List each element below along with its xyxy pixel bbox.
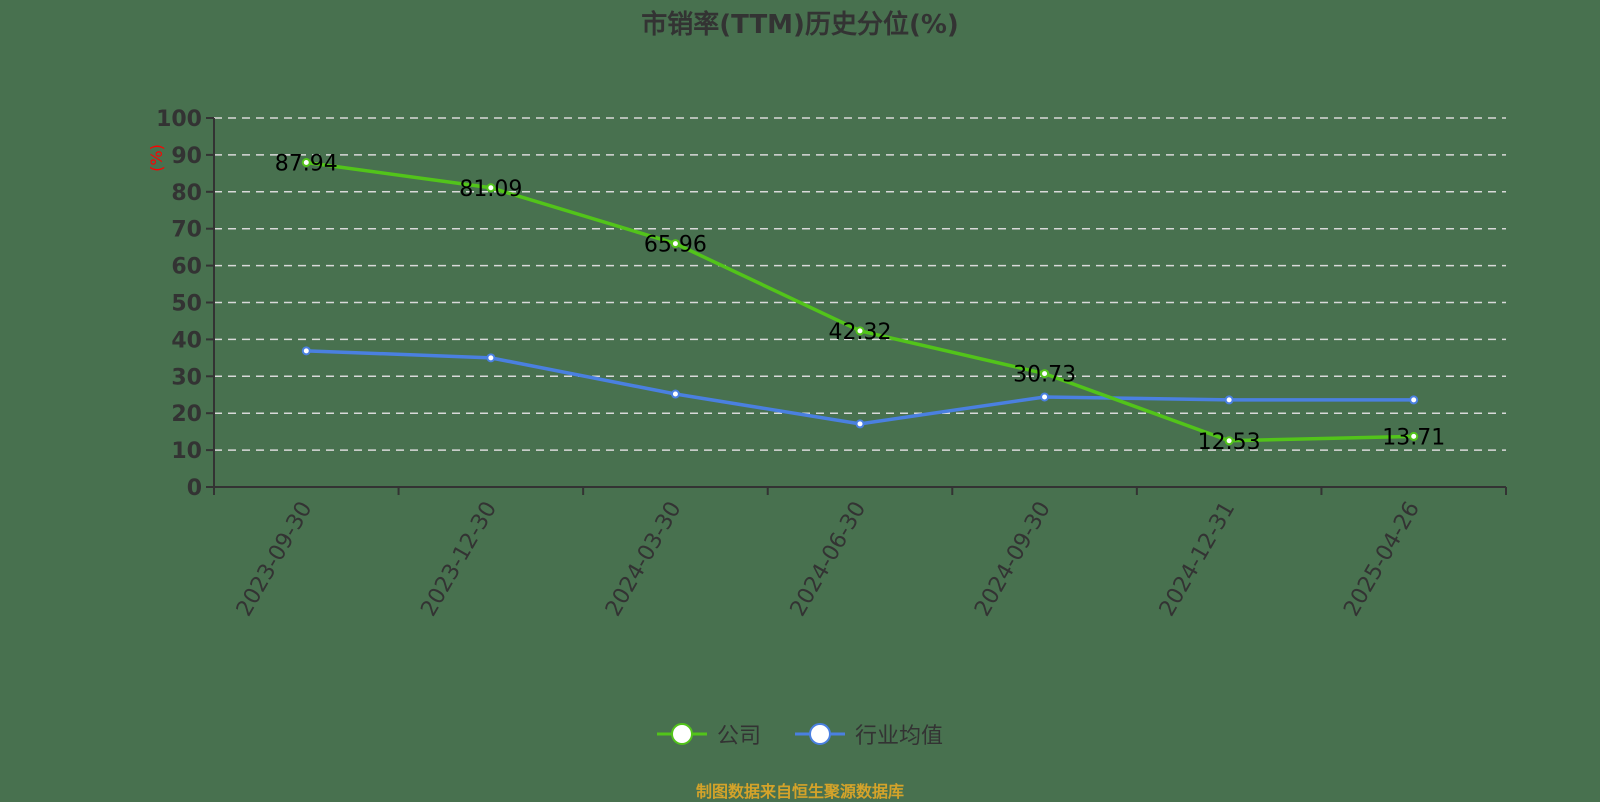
data-point [670,239,680,249]
legend: 公司 行业均值 [0,718,1600,750]
legend-label-company: 公司 [716,724,761,749]
data-point [855,419,865,429]
y-tick-label: 40 [171,328,202,353]
data-point [1409,395,1419,405]
chart-title: 市销率(TTM)历史分位(%) [641,10,959,40]
data-point [301,346,311,356]
y-tick-label: 10 [171,439,202,464]
x-tick-label: 2023-09-30 [232,498,318,621]
x-tick-label: 2025-04-26 [1339,498,1425,621]
data-point [486,183,496,193]
y-tick-label: 90 [171,144,202,169]
x-tick-label: 2024-03-30 [601,498,687,621]
data-point [855,326,865,336]
legend-item-industry[interactable]: 行业均值 [795,718,943,750]
legend-marker-industry-icon [795,723,845,745]
data-label: 42.32 [829,320,892,345]
data-label: 30.73 [1013,363,1076,388]
data-point [1224,436,1234,446]
data-point [1040,369,1050,379]
data-label: 12.53 [1198,430,1261,455]
y-tick-label: 80 [171,181,202,206]
data-label: 87.94 [275,152,338,177]
y-tick-label: 30 [171,365,202,390]
x-tick-label: 2024-12-31 [1155,498,1241,621]
y-tick-label: 0 [187,476,202,501]
legend-marker-company-icon [656,723,707,745]
data-point [670,389,680,399]
data-label: 81.09 [459,177,522,202]
y-tick-label: 20 [171,402,202,427]
x-tick-label: 2024-09-30 [970,498,1056,621]
data-label: 13.71 [1382,425,1445,450]
data-point [1409,431,1419,441]
data-label: 65.96 [644,233,707,258]
x-tick-label: 2024-06-30 [786,498,872,621]
data-point [1040,392,1050,402]
y-axis-unit-label: (%) [147,144,166,172]
legend-label-industry: 行业均值 [855,724,944,749]
data-point [1224,395,1234,405]
legend-item-company[interactable]: 公司 [656,718,761,750]
data-point [486,353,496,363]
y-tick-label: 70 [171,218,202,243]
y-tick-label: 100 [156,107,202,132]
y-tick-label: 50 [171,292,202,317]
x-tick-label: 2023-12-30 [416,498,502,621]
data-point [301,158,311,168]
source-note: 制图数据来自恒生聚源数据库 [695,782,904,801]
y-tick-label: 60 [171,255,202,280]
